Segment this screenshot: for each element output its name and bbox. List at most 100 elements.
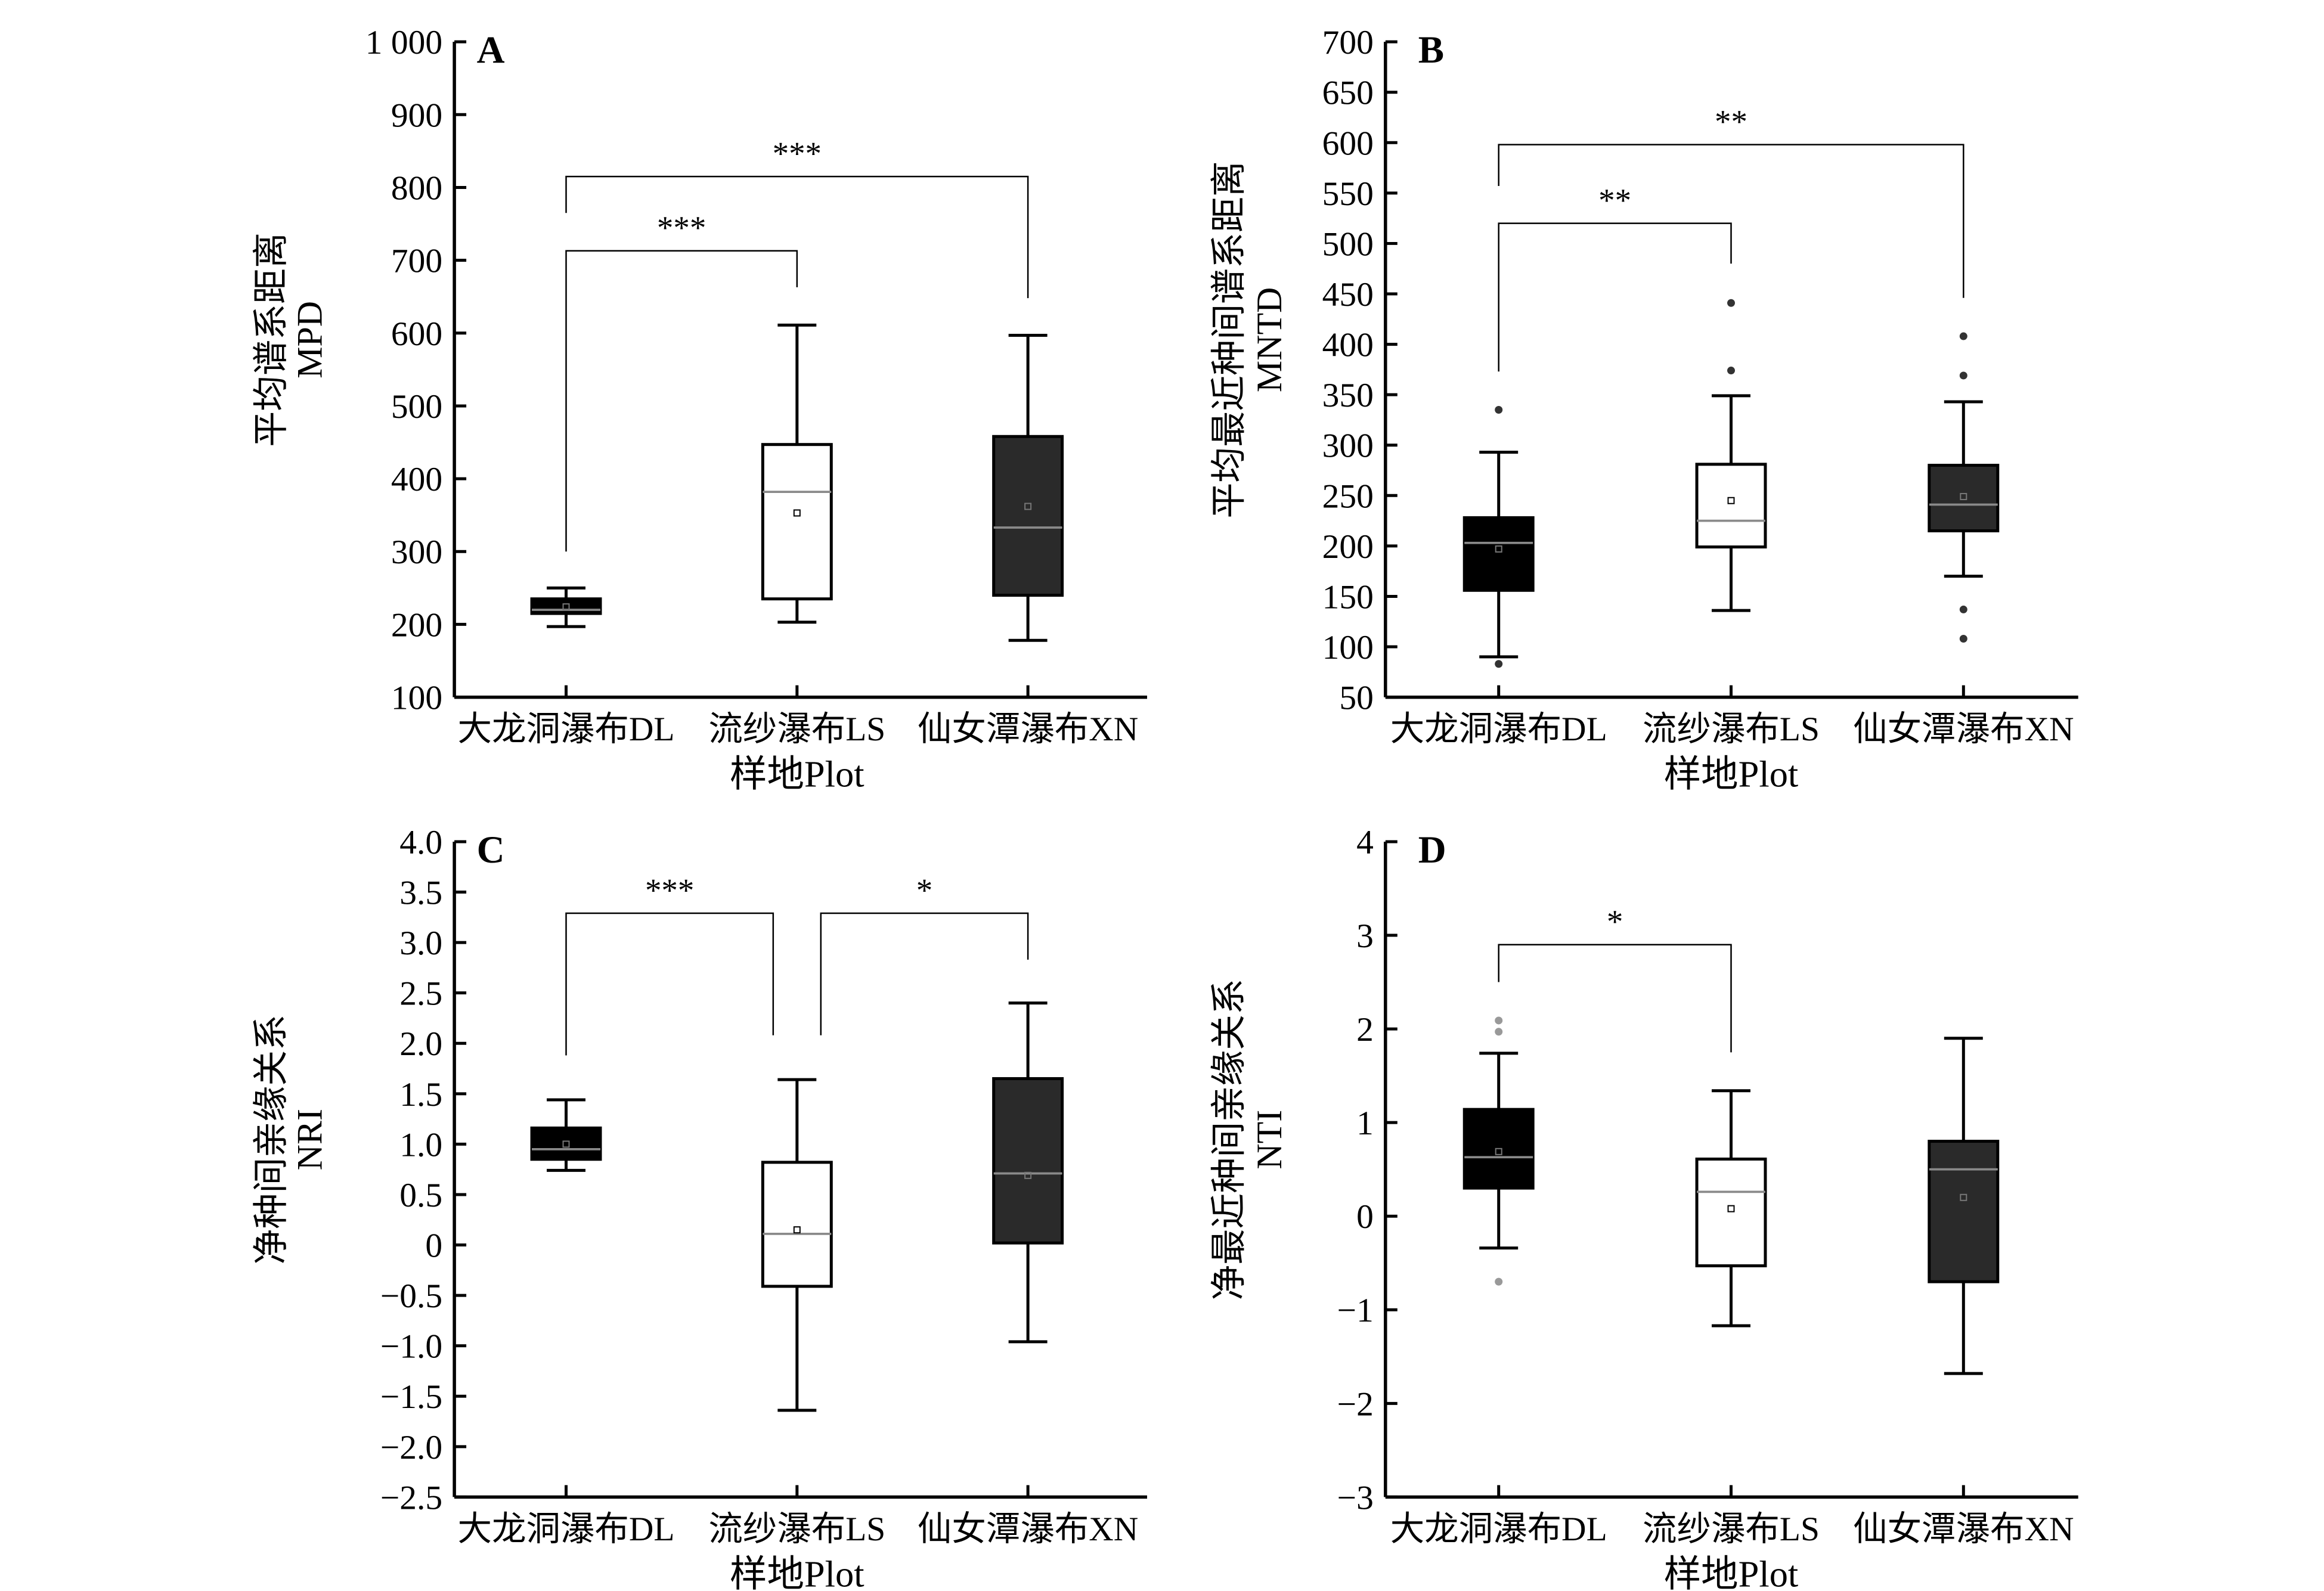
panel-a: 100 200 300 400 500 600 700 800 900 1 000 A 平均谱系距离M… xyxy=(252,24,1148,795)
box-0 xyxy=(1462,406,1535,668)
y-tick-label: −0.5 xyxy=(380,1277,442,1315)
y-tick-label: 700 xyxy=(391,243,442,280)
outlier-point xyxy=(1727,367,1736,375)
panel-label: B xyxy=(1418,29,1444,72)
x-axis-title: 样地Plot xyxy=(730,753,864,795)
y-tick-label: 1.5 xyxy=(399,1076,442,1114)
box-iqr xyxy=(761,443,833,601)
outlier-point xyxy=(1959,605,1967,613)
x-axis-title: 样地Plot xyxy=(1664,1553,1799,1591)
bracket-line xyxy=(1498,144,1964,298)
panel-label: D xyxy=(1418,829,1446,872)
y-axis-abbrev: NTI xyxy=(1250,1110,1289,1170)
y-axis-abbrev: MPD xyxy=(290,301,330,379)
y-tick-label: 800 xyxy=(391,169,442,207)
y-tick-label: 0 xyxy=(1356,1198,1374,1236)
y-axis-abbrev: MNTD xyxy=(1250,287,1289,393)
outlier-point xyxy=(1495,1016,1503,1025)
significance-bracket: * xyxy=(820,872,1029,1035)
mean-marker xyxy=(562,603,570,611)
x-tick-label: 流纱瀑布LS xyxy=(708,1511,885,1548)
x-tick-label: 仙女潭瀑布XN xyxy=(1853,711,2074,748)
box-1 xyxy=(761,1078,833,1412)
y-tick-label: 50 xyxy=(1339,680,1373,717)
box-iqr xyxy=(992,1077,1064,1245)
bracket-line xyxy=(565,250,798,552)
significance-label: * xyxy=(916,872,932,908)
box-iqr xyxy=(1462,516,1535,592)
y-tick-label: 250 xyxy=(1322,477,1374,515)
y-tick-label: 900 xyxy=(391,97,442,134)
box-0 xyxy=(530,1098,602,1172)
y-axis-abbrev: NRI xyxy=(290,1109,330,1170)
x-axis-title: 样地Plot xyxy=(1664,753,1799,795)
significance-bracket: *** xyxy=(565,210,798,552)
mean-marker xyxy=(1495,545,1502,553)
y-tick-label: 600 xyxy=(391,315,442,353)
y-tick-label: 500 xyxy=(391,388,442,426)
y-tick-label: −2.0 xyxy=(380,1429,442,1466)
panel-label: A xyxy=(477,29,505,72)
bracket-line xyxy=(565,175,1029,299)
y-tick-label: 1 000 xyxy=(365,24,442,61)
box-iqr xyxy=(1928,1140,2000,1283)
outlier-point xyxy=(1959,371,1967,380)
significance-bracket: ** xyxy=(1498,182,1732,372)
y-tick-label: 0 xyxy=(425,1227,442,1265)
box-1 xyxy=(1695,1089,1767,1328)
significance-bracket: *** xyxy=(565,135,1029,299)
x-tick-label: 仙女潭瀑布XN xyxy=(1853,1511,2074,1548)
x-tick-label: 大龙洞瀑布DL xyxy=(1390,711,1607,748)
y-tick-label: −1.0 xyxy=(380,1328,442,1366)
y-tick-label: 400 xyxy=(1322,327,1374,364)
mean-marker xyxy=(793,509,801,517)
outlier-point xyxy=(1495,1028,1503,1036)
x-tick-label: 大龙洞瀑布DL xyxy=(458,1511,675,1548)
significance-bracket: *** xyxy=(565,872,774,1056)
y-tick-label: 3.0 xyxy=(399,925,442,962)
x-tick-label: 流纱瀑布LS xyxy=(1643,1511,1820,1548)
box-2 xyxy=(1928,332,2000,643)
outlier-point xyxy=(1727,299,1736,307)
outlier-point xyxy=(1959,332,1967,340)
y-tick-label: 3 xyxy=(1356,917,1374,955)
y-tick-label: 100 xyxy=(391,680,442,717)
box-iqr xyxy=(992,435,1064,597)
y-tick-label: 2.0 xyxy=(399,1025,442,1063)
significance-bracket: * xyxy=(1498,904,1732,1053)
y-tick-label: 600 xyxy=(1322,125,1374,162)
y-tick-label: 500 xyxy=(1322,225,1374,263)
y-tick-label: 400 xyxy=(391,461,442,498)
bracket-line xyxy=(1498,222,1732,372)
x-tick-label: 流纱瀑布LS xyxy=(708,711,885,748)
y-tick-label: 300 xyxy=(391,534,442,571)
mean-marker xyxy=(1024,1171,1032,1179)
y-axis-title: 平均最近种间谱系距离 xyxy=(1209,161,1248,519)
outlier-point xyxy=(1495,406,1503,414)
y-tick-label: 2.5 xyxy=(399,975,442,1013)
y-tick-label: 1.0 xyxy=(399,1126,442,1164)
box-iqr xyxy=(1928,464,2000,532)
y-axis-title: 平均谱系距离 xyxy=(252,232,291,447)
y-tick-label: 650 xyxy=(1322,75,1374,112)
y-tick-label: 0.5 xyxy=(399,1177,442,1214)
mean-marker xyxy=(1024,503,1032,510)
panel-label: C xyxy=(477,829,505,872)
significance-label: *** xyxy=(657,210,706,246)
y-tick-label: −3 xyxy=(1337,1479,1374,1516)
box-2 xyxy=(992,1001,1064,1344)
mean-marker xyxy=(793,1226,801,1234)
outlier-point xyxy=(1959,634,1967,643)
mean-marker xyxy=(1727,1205,1735,1212)
significance-bracket: ** xyxy=(1498,104,1964,298)
mean-marker xyxy=(1960,1193,1967,1201)
y-tick-label: 350 xyxy=(1322,377,1374,414)
y-tick-label: −2.5 xyxy=(380,1479,442,1516)
significance-label: *** xyxy=(773,135,822,172)
x-tick-label: 大龙洞瀑布DL xyxy=(458,711,675,748)
y-tick-label: −1.5 xyxy=(380,1378,442,1416)
y-tick-label: 100 xyxy=(1322,629,1374,666)
significance-label: * xyxy=(1607,904,1623,940)
x-tick-label: 仙女潭瀑布XN xyxy=(918,1511,1138,1548)
